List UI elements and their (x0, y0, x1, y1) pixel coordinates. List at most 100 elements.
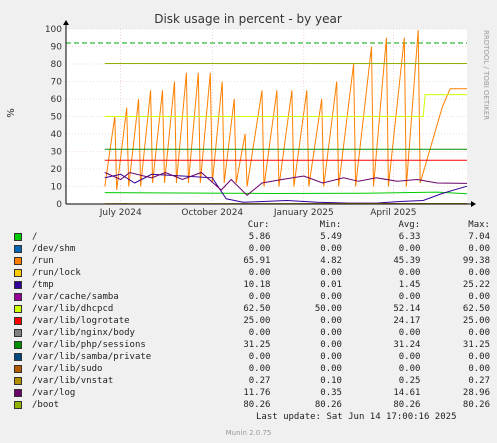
legend-series-name: /boot (32, 400, 60, 410)
legend-series-name: / (32, 232, 38, 242)
legend-avg-value: 45.39 (393, 256, 421, 266)
legend-min-value: 50.00 (314, 304, 342, 314)
legend-min-value: 0.00 (320, 364, 342, 374)
y-tick-label: 40 (51, 130, 63, 140)
x-tick-label: April 2025 (370, 208, 416, 218)
legend-avg-value: 0.00 (398, 328, 421, 338)
legend-series-name: /dev/shm (32, 244, 76, 254)
legend-swatch (14, 353, 22, 361)
legend-max-value: 99.38 (462, 256, 490, 266)
legend-swatch (14, 245, 22, 253)
legend-header: Cur: Min: Avg: Max: (10, 219, 490, 231)
legend-max-value: 0.00 (468, 364, 490, 374)
legend-row: /var/lib/php/sessions 31.25 0.00 31.24 31.25 (10, 339, 490, 351)
legend-row: /var/log 11.76 0.35 14.61 28.96 (10, 387, 490, 399)
legend-avg-value: 80.26 (393, 400, 421, 410)
legend-min-value: 0.00 (320, 292, 342, 302)
y-tick-label: 60 (51, 95, 63, 105)
legend-cur-value: 0.00 (248, 244, 271, 254)
legend-max-value: 0.00 (468, 292, 490, 302)
legend-max-value: 0.00 (468, 244, 490, 254)
legend-max-value: 80.26 (462, 400, 490, 410)
legend-series-name: /var/lib/samba/private (32, 352, 152, 362)
legend-cur-value: 0.00 (248, 328, 271, 338)
legend-max-value: 0.00 (468, 328, 490, 338)
y-tick-label: 70 (51, 78, 63, 88)
col-cur: Cur: (247, 220, 270, 230)
legend-swatch (14, 401, 22, 409)
legend-max-value: 31.25 (462, 340, 490, 350)
legend-cur-value: 11.76 (243, 388, 271, 398)
legend-row: /var/lib/dhcpcd 62.50 50.00 52.14 62.50 (10, 303, 490, 315)
legend-series-name: /var/log (32, 388, 76, 398)
legend-swatch (14, 377, 22, 385)
legend-max-value: 25.22 (462, 280, 490, 290)
legend-series-name: /run/lock (32, 268, 81, 278)
legend-swatch (14, 269, 22, 277)
legend-swatch (14, 257, 22, 265)
legend-swatch (14, 293, 22, 301)
legend-swatch (14, 317, 22, 325)
legend-series-name: /var/lib/sudo (32, 364, 103, 374)
legend-cur-value: 80.26 (243, 400, 271, 410)
legend-cur-value: 31.25 (243, 340, 271, 350)
series-line (104, 173, 468, 204)
legend-max-value: 0.27 (468, 376, 490, 386)
legend-avg-value: 14.61 (393, 388, 421, 398)
legend-min-value: 0.35 (320, 388, 342, 398)
munin-version: Munin 2.0.75 (225, 429, 272, 437)
legend-min-value: 0.10 (320, 376, 342, 386)
legend-row: /var/lib/logrotate 25.00 0.00 24.17 25.00 (10, 315, 490, 327)
y-axis-arrow (63, 20, 69, 25)
legend-swatch (14, 305, 22, 313)
legend-avg-value: 0.00 (398, 268, 421, 278)
legend-series-name: /run (32, 256, 54, 266)
x-tick-label: October 2024 (181, 208, 243, 218)
legend-cur-value: 0.00 (248, 292, 271, 302)
legend-min-value: 0.00 (320, 244, 342, 254)
legend-min-value: 0.00 (320, 328, 342, 338)
y-axis-label: % (6, 108, 17, 118)
legend-cur-value: 0.00 (248, 268, 271, 278)
legend-avg-value: 0.00 (398, 292, 421, 302)
legend-swatch (14, 341, 22, 349)
legend-cur-value: 0.00 (248, 364, 271, 374)
legend-swatch (14, 233, 22, 241)
col-min: Min: (319, 220, 342, 230)
legend-row: /tmp 10.18 0.01 1.45 25.22 (10, 279, 490, 291)
legend-row: /boot 80.26 80.26 80.26 80.26 (10, 399, 490, 411)
legend-max-value: 62.50 (462, 304, 490, 314)
legend-max-value: 0.00 (468, 268, 490, 278)
last-update-text: Last update: Sat Jun 14 17:00:16 2025 (256, 412, 457, 422)
legend-series-name: /var/lib/nginx/body (32, 328, 135, 338)
y-tick-label: 80 (51, 60, 63, 70)
legend-swatch (14, 329, 22, 337)
legend-series-name: /var/lib/dhcpcd (32, 304, 114, 314)
legend-swatch (14, 281, 22, 289)
rrdtool-credit: RRDTOOL / TOBI OETIKER (482, 30, 490, 120)
legend-row: /var/lib/nginx/body 0.00 0.00 0.00 0.00 (10, 327, 490, 339)
legend-row: /var/cache/samba 0.00 0.00 0.00 0.00 (10, 291, 490, 303)
legend-cur-value: 62.50 (243, 304, 271, 314)
series-line (104, 191, 468, 195)
series-line (104, 94, 467, 117)
legend-row: /dev/shm 0.00 0.00 0.00 0.00 (10, 243, 490, 255)
legend-avg-value: 0.25 (398, 376, 421, 386)
legend-min-value: 5.49 (320, 232, 342, 242)
legend-swatch (14, 389, 22, 397)
legend-avg-value: 1.45 (398, 280, 421, 290)
legend-series-name: /var/lib/logrotate (32, 316, 130, 326)
legend-row: /var/lib/vnstat 0.27 0.10 0.25 0.27 (10, 375, 490, 387)
chart-title: Disk usage in percent - by year (154, 12, 342, 26)
legend-min-value: 0.00 (320, 340, 342, 350)
legend-cur-value: 5.86 (248, 232, 271, 242)
x-axis-arrow (471, 201, 476, 207)
legend-avg-value: 0.00 (398, 244, 421, 254)
legend-cur-value: 10.18 (243, 280, 271, 290)
legend-cur-value: 25.00 (243, 316, 271, 326)
y-tick-label: 0 (56, 200, 62, 210)
legend-swatch (14, 365, 22, 373)
series-line (104, 171, 468, 196)
legend-avg-value: 52.14 (393, 304, 421, 314)
legend-row: /var/lib/sudo 0.00 0.00 0.00 0.00 (10, 363, 490, 375)
